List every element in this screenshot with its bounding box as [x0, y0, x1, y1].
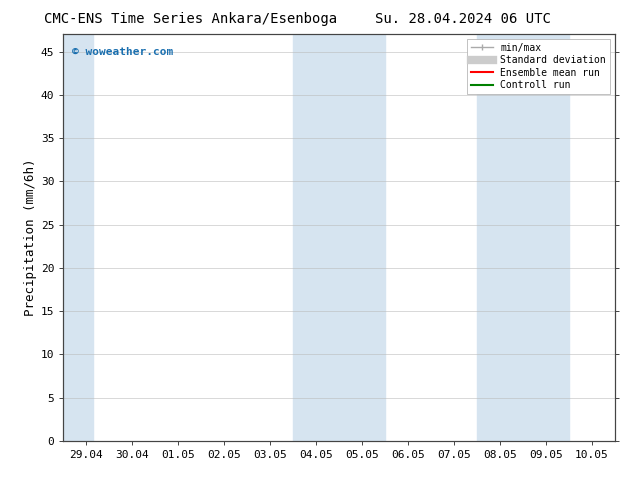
Bar	[63, 34, 93, 441]
Text: Su. 28.04.2024 06 UTC: Su. 28.04.2024 06 UTC	[375, 12, 551, 26]
Bar	[293, 34, 385, 441]
Y-axis label: Precipitation (mm/6h): Precipitation (mm/6h)	[23, 159, 37, 317]
Bar	[477, 34, 569, 441]
Legend: min/max, Standard deviation, Ensemble mean run, Controll run: min/max, Standard deviation, Ensemble me…	[467, 39, 610, 94]
Text: © woweather.com: © woweather.com	[72, 47, 173, 56]
Text: CMC-ENS Time Series Ankara/Esenboga: CMC-ENS Time Series Ankara/Esenboga	[44, 12, 337, 26]
